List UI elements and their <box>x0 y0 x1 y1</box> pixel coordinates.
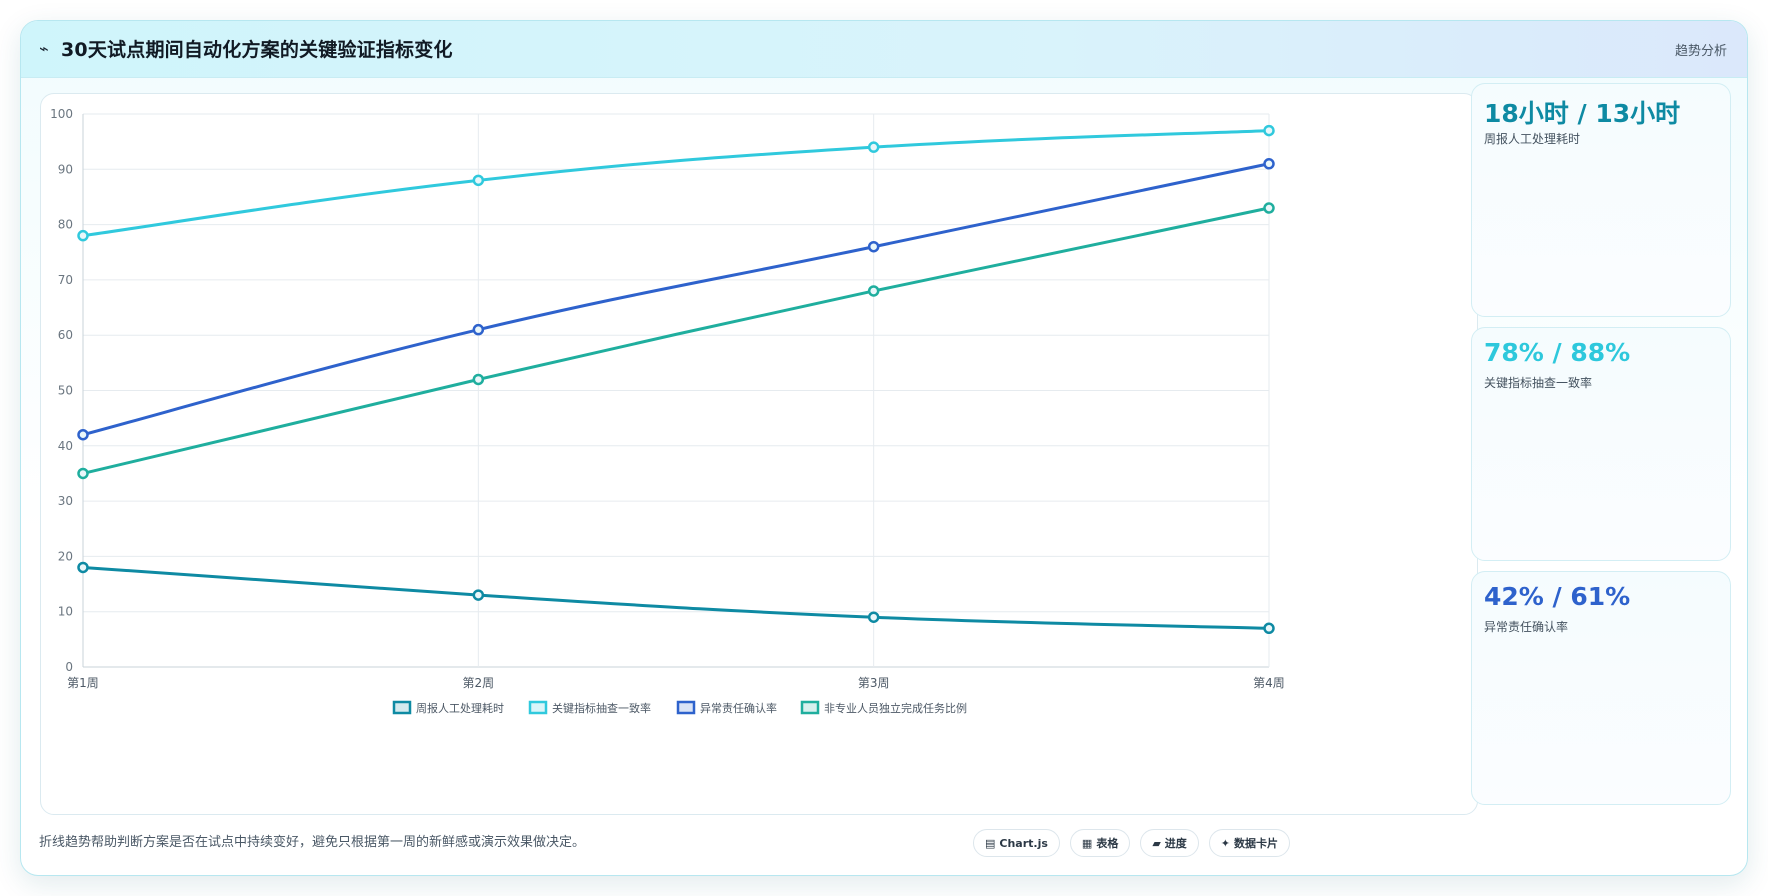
trend-icon: ⌁ <box>39 39 49 58</box>
stat-card-report-time: 18小时 / 13小时 周报人工处理耗时 <box>1471 83 1731 317</box>
chart-panel: 0 10 20 30 40 50 60 70 80 90 100 第1周 第2周 第3周 第4周周报人工处理… <box>40 93 1478 815</box>
data-point <box>867 611 880 623</box>
data-point <box>1263 622 1275 635</box>
y-tick-label: 40 <box>58 439 73 453</box>
stat-label: 异常责任确认率 <box>1484 620 1569 634</box>
y-tick-label: 30 <box>58 494 73 508</box>
data-point <box>77 428 89 441</box>
stat-value: 18小时 / 13小时 <box>1484 99 1681 128</box>
chip-data-card[interactable]: ✦ 数据卡片 <box>1208 829 1291 857</box>
legend-label: 异常责任确认率 <box>700 701 777 715</box>
header-tag: 趋势分析 <box>1674 44 1727 59</box>
y-tick-label: 90 <box>58 162 73 176</box>
series-line <box>81 565 1271 630</box>
data-point <box>77 229 89 242</box>
y-tick-label: 20 <box>58 549 73 563</box>
stat-card-consistency: 78% / 88% 关键指标抽查一致率 <box>1471 327 1731 561</box>
legend-item[interactable]: 非专业人员独立完成任务比例 <box>800 700 967 715</box>
card-header: ⌁ 30天试点期间自动化方案的关键验证指标变化 趋势分析 <box>21 21 1747 78</box>
legend-item[interactable]: 异常责任确认率 <box>676 700 777 715</box>
data-point <box>472 174 485 187</box>
data-point <box>867 240 880 253</box>
series-line <box>81 206 1271 475</box>
chart-footnote: 折线趋势帮助判断方案是否在试点中持续变好，避免只根据第一周的新鲜感或演示效果做决… <box>39 835 586 850</box>
legend-swatch <box>528 700 548 715</box>
table-icon: ▦ <box>1081 836 1093 850</box>
stat-value: 42% / 61% <box>1484 582 1631 611</box>
data-point <box>77 561 89 574</box>
chip-chartjs[interactable]: ▤ Chart.js <box>973 829 1060 857</box>
x-tick-label: 第3周 <box>858 676 890 690</box>
data-point <box>1263 158 1275 170</box>
chip-progress[interactable]: ▰ 进度 <box>1140 829 1199 857</box>
data-point <box>867 141 880 153</box>
data-point <box>77 467 89 480</box>
x-tick-label: 第4周 <box>1253 676 1285 690</box>
stat-value: 78% / 88% <box>1484 338 1631 367</box>
legend-swatch <box>676 700 696 715</box>
chip-label: 表格 <box>1096 837 1119 850</box>
tech-chips: ▤ Chart.js ▦ 表格 ▰ 进度 ✦ 数据卡片 <box>973 829 1291 857</box>
progress-icon: ▰ <box>1152 836 1161 850</box>
y-tick-label: 80 <box>58 218 73 232</box>
chart-icon: ▤ <box>985 836 996 850</box>
y-tick-label: 0 <box>65 660 73 674</box>
dashboard-card: ⌁ 30天试点期间自动化方案的关键验证指标变化 趋势分析 0 10 20 30 40 50… <box>20 20 1748 876</box>
legend-label: 关键指标抽查一致率 <box>552 701 651 715</box>
legend-swatch <box>392 700 412 715</box>
series-line <box>81 162 1271 437</box>
chip-label: 进度 <box>1164 837 1187 850</box>
stat-card-responsibility: 42% / 61% 异常责任确认率 <box>1471 571 1731 805</box>
legend-swatch <box>800 700 820 715</box>
data-point <box>1263 124 1275 137</box>
data-point <box>867 285 880 297</box>
legend-label: 周报人工处理耗时 <box>416 701 504 715</box>
legend-item[interactable]: 关键指标抽查一致率 <box>528 700 651 715</box>
x-tick-label: 第2周 <box>463 676 495 690</box>
data-point <box>472 373 485 386</box>
chip-label: 数据卡片 <box>1234 837 1279 850</box>
sparkle-icon: ✦ <box>1220 836 1231 850</box>
chip-label: Chart.js <box>999 836 1048 850</box>
data-point <box>472 323 485 336</box>
data-point <box>472 589 485 601</box>
y-tick-label: 10 <box>58 605 73 619</box>
series-line <box>81 129 1271 238</box>
line-chart: 0 10 20 30 40 50 60 70 80 90 100 第1周 第2周 第3周 第4周周报人工处理… <box>50 107 1285 715</box>
legend-label: 非专业人员独立完成任务比例 <box>824 701 967 715</box>
x-tick-label: 第1周 <box>67 676 99 690</box>
y-tick-label: 60 <box>58 328 73 342</box>
legend-item[interactable]: 周报人工处理耗时 <box>392 700 504 715</box>
y-tick-label: 100 <box>50 107 73 121</box>
card-title: 30天试点期间自动化方案的关键验证指标变化 <box>61 39 453 61</box>
y-tick-label: 50 <box>58 384 73 398</box>
chip-table[interactable]: ▦ 表格 <box>1069 829 1131 857</box>
stat-label: 周报人工处理耗时 <box>1484 132 1581 146</box>
stat-label: 关键指标抽查一致率 <box>1484 376 1593 390</box>
data-point <box>1263 202 1275 214</box>
y-tick-label: 70 <box>58 273 73 287</box>
